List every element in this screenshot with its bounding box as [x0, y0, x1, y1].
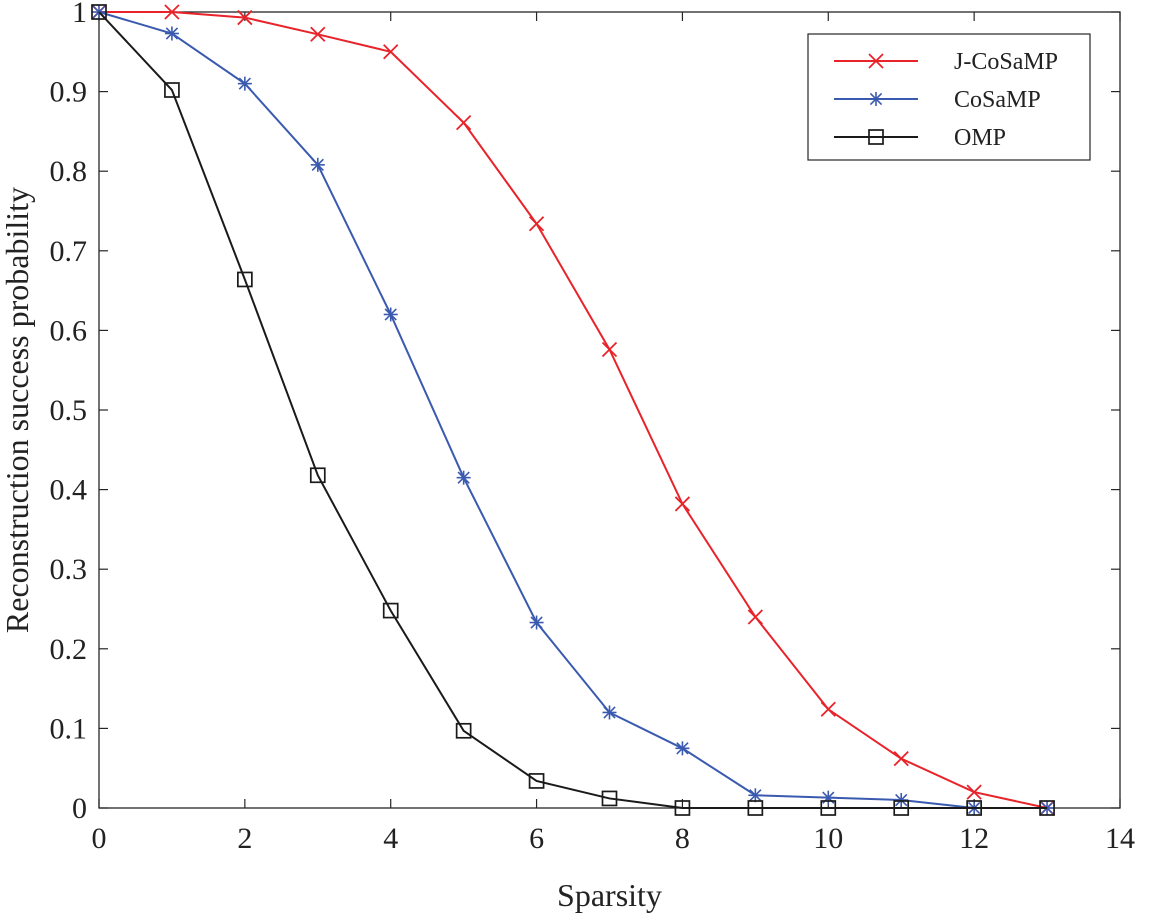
data-point: [747, 609, 763, 625]
x-tick-label: 12: [959, 822, 989, 855]
legend-marker: [868, 53, 884, 69]
legend-box: [807, 33, 1091, 161]
y-tick-label: 0.5: [50, 394, 88, 427]
y-tick-label: 0.3: [50, 553, 88, 586]
y-tick-label: 0.8: [50, 155, 88, 188]
data-point: [382, 602, 399, 619]
data-point: [310, 26, 326, 42]
data-point: [310, 157, 325, 172]
x-tick-label: 6: [529, 822, 544, 855]
y-tick-label: 0.2: [50, 633, 88, 666]
series-line: [98, 11, 1048, 809]
data-point: [455, 722, 472, 739]
data-point: [383, 307, 398, 322]
data-point: [237, 76, 252, 91]
legend-entry: J-CoSaMP: [834, 49, 1058, 75]
y-tick-label: 0.1: [50, 712, 88, 745]
data-point: [309, 467, 326, 484]
data-point: [456, 470, 471, 485]
y-tick-label: 1: [72, 0, 87, 29]
data-point: [601, 790, 618, 807]
y-tick-label: 0.9: [50, 76, 88, 109]
data-point: [820, 701, 836, 717]
series-line: [98, 11, 1048, 809]
data-point: [820, 800, 837, 816]
data-point: [821, 790, 836, 805]
y-tick-label: 0.4: [50, 474, 88, 507]
legend-entry: OMP: [834, 125, 1006, 151]
legend: J-CoSaMP CoSaMP OMP: [807, 33, 1091, 161]
legend-marker: [869, 92, 883, 106]
data-point: [91, 4, 107, 20]
data-point: [383, 44, 399, 60]
series-line: [99, 11, 1048, 809]
data-point: [164, 82, 180, 98]
x-tick-label: 14: [1105, 822, 1135, 855]
data-point: [893, 751, 909, 767]
data-point: [966, 800, 982, 816]
data-point: [748, 788, 763, 803]
data-point: [528, 773, 545, 789]
data-point: [456, 115, 472, 131]
x-axis-title: Sparsity: [557, 877, 662, 913]
data-point: [1039, 800, 1055, 816]
data-point: [674, 800, 691, 816]
data-point: [237, 9, 253, 26]
data-point: [602, 705, 617, 720]
y-tick-label: 0.7: [50, 235, 88, 268]
y-tick-label: 0.6: [50, 314, 88, 347]
legend-label: OMP: [954, 125, 1006, 151]
data-point: [966, 784, 982, 800]
y-tick-label: 0: [72, 792, 87, 825]
y-axis-title: Reconstruction success probability: [0, 187, 35, 633]
data-point: [894, 793, 909, 808]
legend-label: CoSaMP: [954, 87, 1041, 113]
legend-label: J-CoSaMP: [954, 49, 1058, 75]
legend-marker: [868, 129, 884, 145]
data-point: [237, 271, 253, 288]
series-j-cosamp: [91, 4, 1055, 816]
data-point: [529, 615, 544, 630]
axes: 0 2 4 6 8 10 12 14 0 0.1 0.2 0.3 0.4 0.5 0.6 0.7 0.8 0.9 1: [50, 0, 1136, 855]
series-omp: [91, 4, 1055, 816]
series-layer: [91, 4, 1055, 816]
data-point: [674, 496, 691, 512]
data-point: [164, 26, 179, 41]
data-point: [528, 216, 545, 232]
data-point: [164, 4, 180, 20]
x-tick-label: 2: [237, 822, 252, 855]
data-point: [675, 741, 690, 756]
data-point: [893, 800, 910, 816]
data-point: [747, 800, 764, 816]
legend-entry: CoSaMP: [834, 87, 1041, 113]
x-tick-label: 4: [383, 822, 398, 855]
x-tick-label: 8: [675, 822, 690, 855]
x-tick-label: 0: [92, 822, 107, 855]
data-point: [601, 341, 618, 358]
x-tick-label: 10: [813, 822, 843, 855]
